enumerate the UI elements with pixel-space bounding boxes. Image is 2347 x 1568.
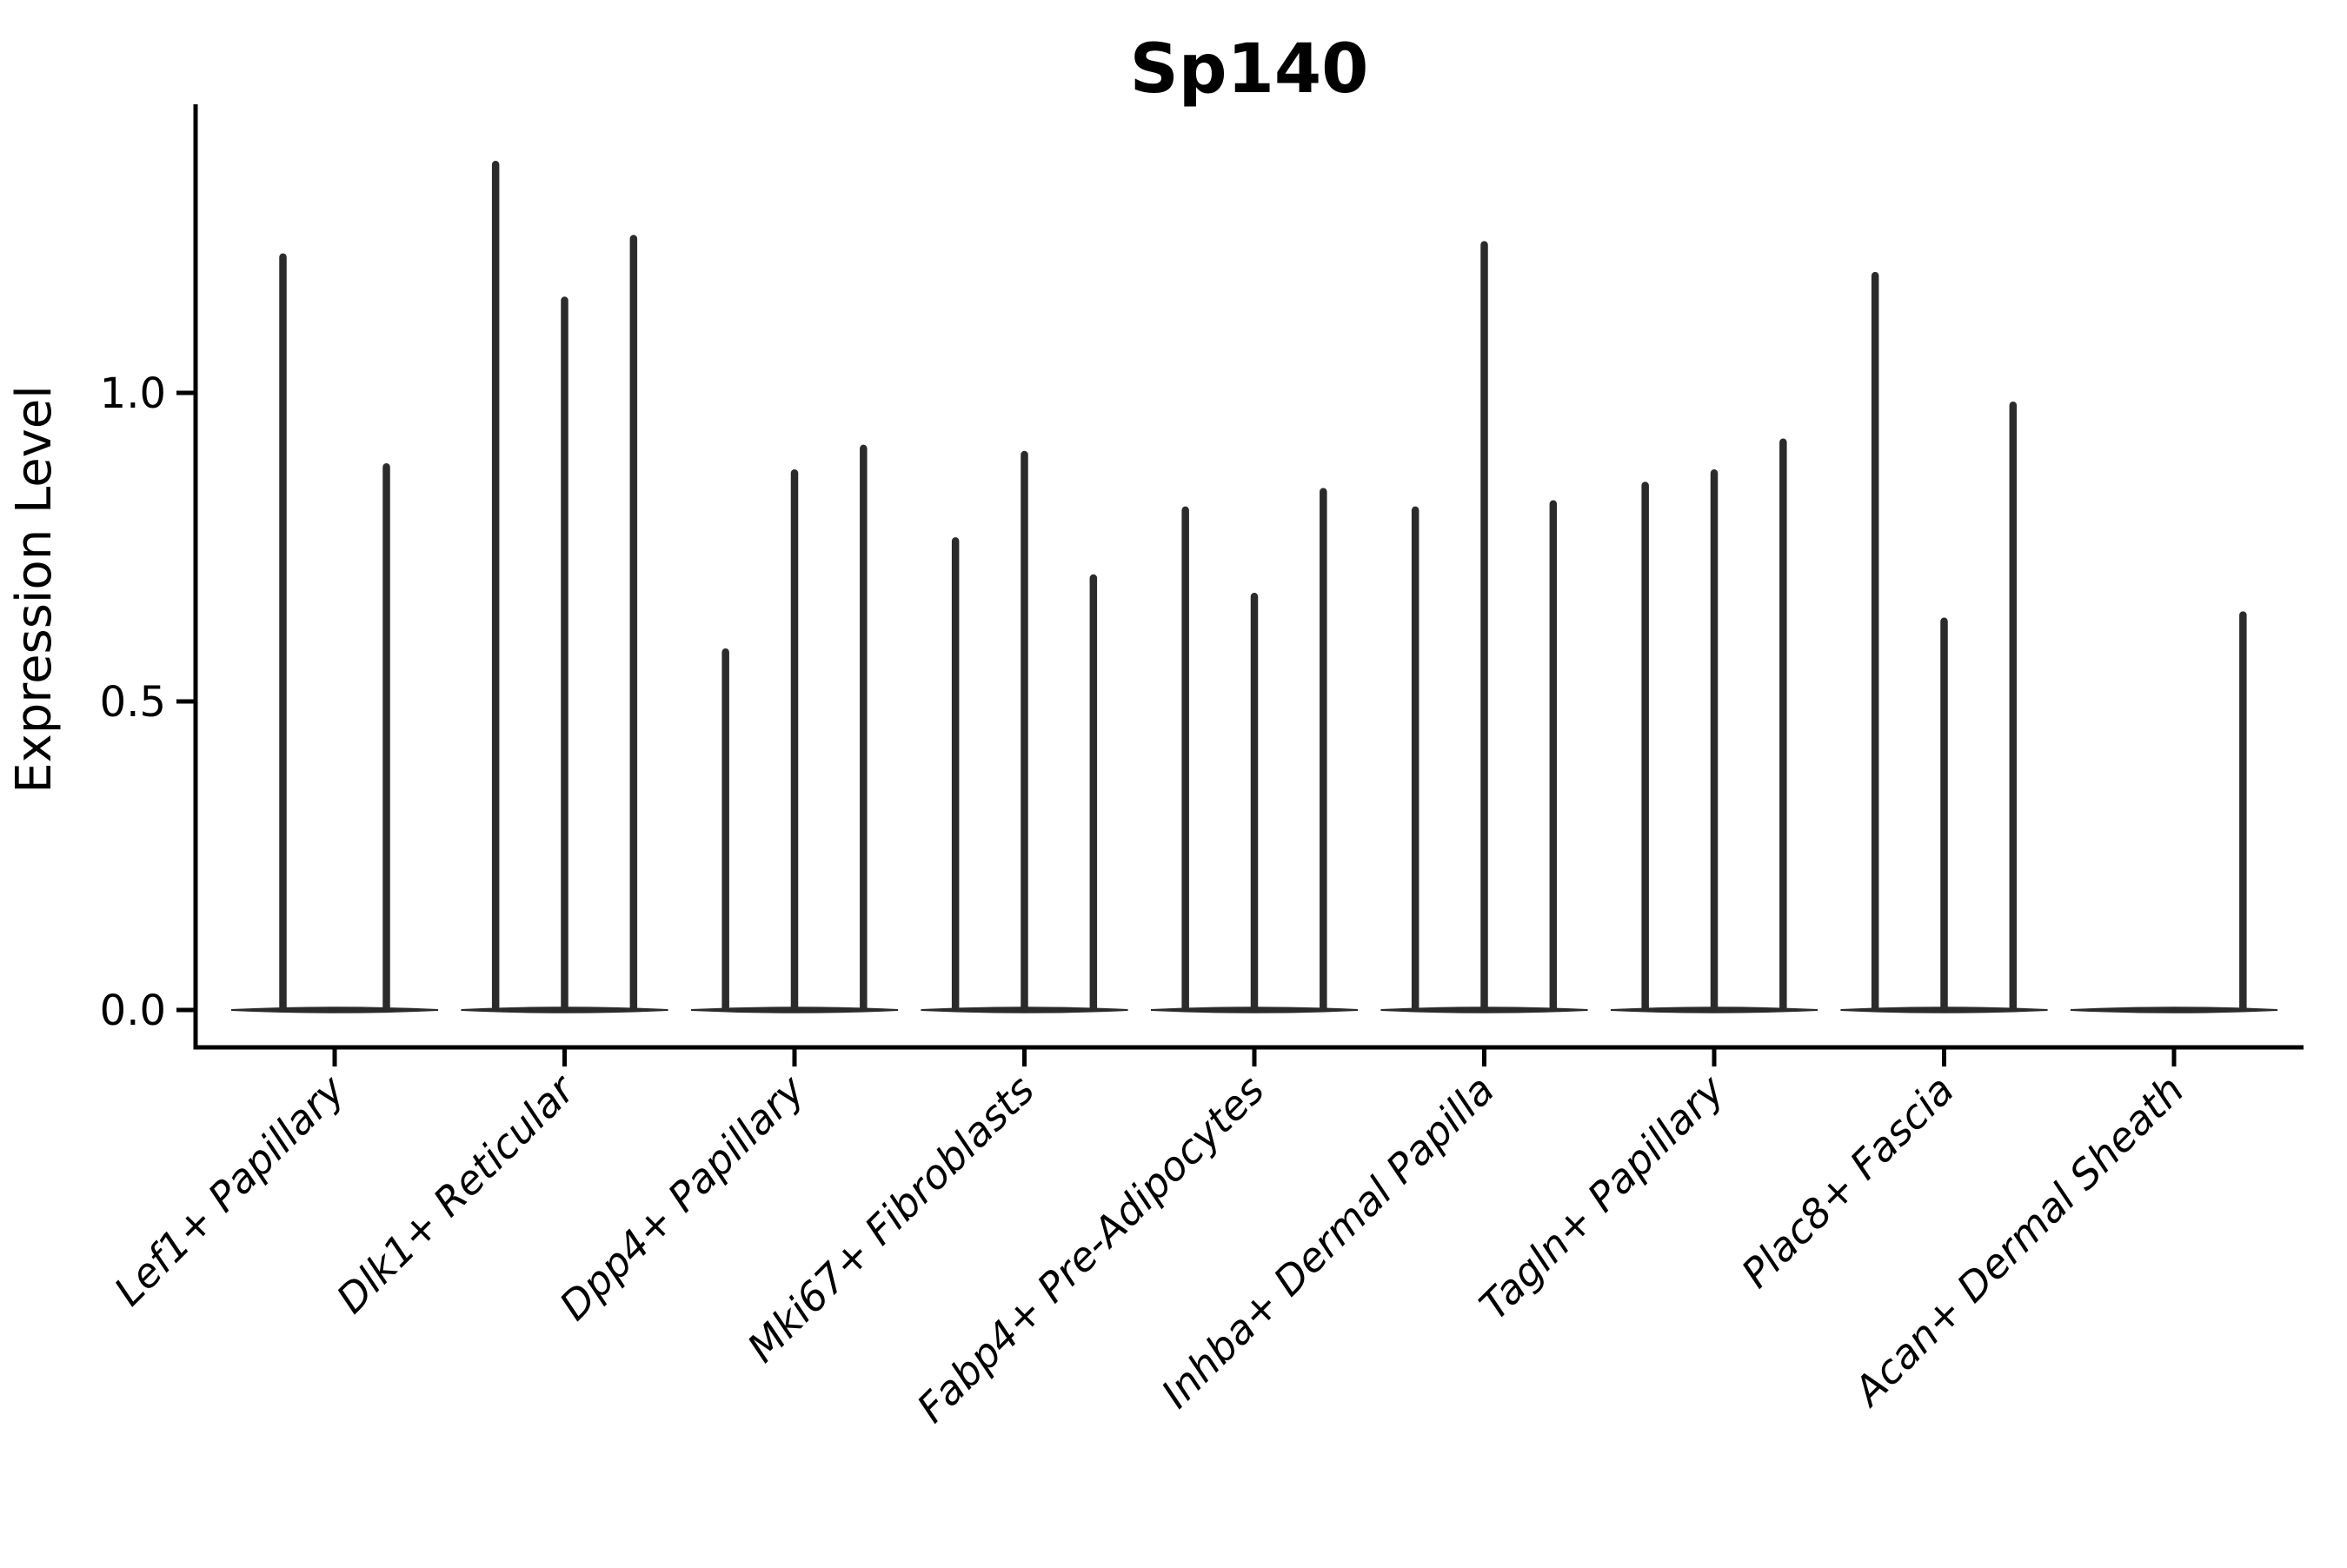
y-tick-label: 0.0 (100, 987, 166, 1035)
violin-baseline (2070, 1007, 2278, 1013)
x-category-label: Tagln+ Papillary (1470, 1066, 1733, 1329)
chart-title: Sp140 (1130, 30, 1369, 109)
x-category-label: Dlk1+ Reticular (328, 1064, 586, 1322)
y-tick-label: 0.5 (100, 678, 166, 727)
y-tick-label: 1.0 (100, 369, 166, 418)
y-axis-title: Expression Level (6, 385, 63, 794)
violin-baseline (230, 1007, 439, 1013)
x-category-label: Dpp4+ Papillary (550, 1066, 814, 1329)
x-category-label: Lef1+ Papillary (105, 1066, 354, 1314)
x-category-label: Plac8+ Fascia (1732, 1066, 1963, 1297)
